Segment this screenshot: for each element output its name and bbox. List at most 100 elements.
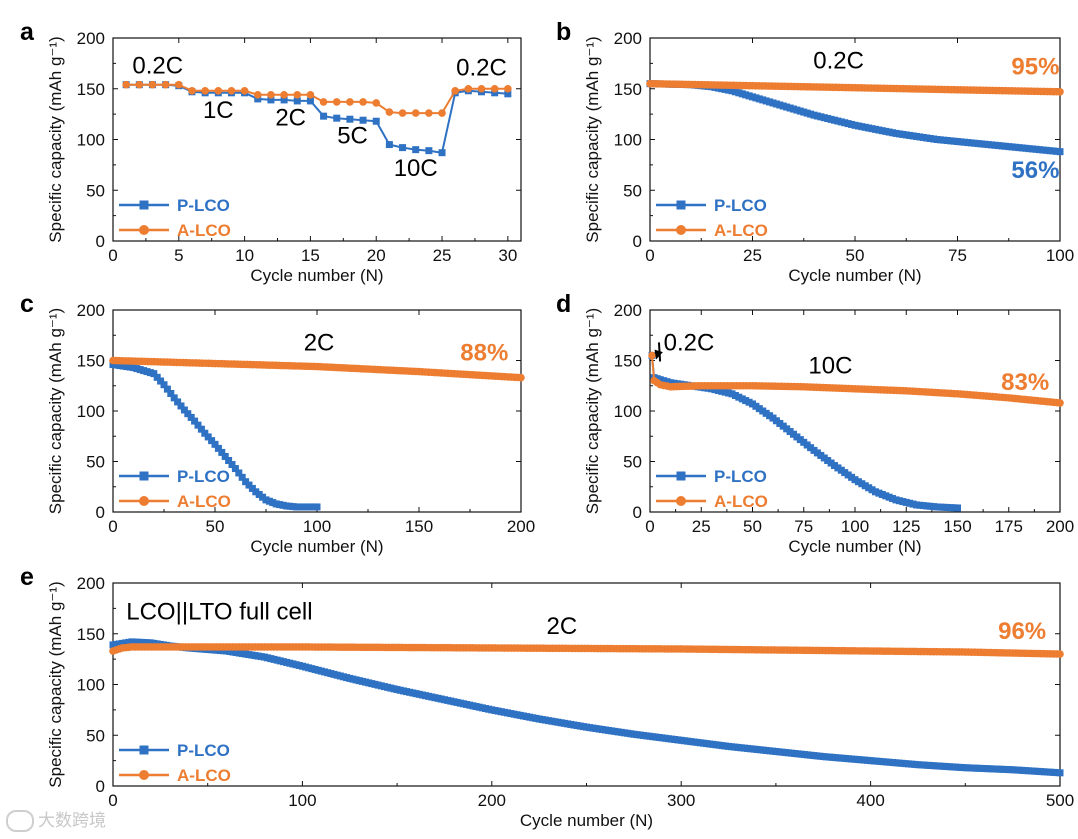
y-tick-label: 50	[623, 453, 642, 472]
x-tick-label: 0	[108, 517, 117, 536]
legend: P-LCO A-LCO	[119, 196, 231, 240]
series-a-lco	[109, 643, 1064, 658]
data-point	[163, 385, 171, 393]
y-tick-label: 100	[614, 131, 642, 150]
x-tick-label: 500	[1046, 791, 1074, 810]
data-point	[175, 80, 183, 89]
data-point	[313, 503, 321, 511]
legend-marker	[139, 770, 149, 780]
retention-label: 95%	[1011, 54, 1059, 81]
data-point	[425, 109, 433, 117]
data-point	[1056, 769, 1064, 777]
data-point	[346, 98, 354, 106]
legend-label: A-LCO	[177, 221, 231, 240]
panel-letter: a	[20, 18, 35, 46]
data-point	[490, 84, 499, 93]
x-tick-label: 25	[743, 246, 762, 265]
annotation: 0.2C	[664, 329, 715, 356]
annotation: 2C	[304, 329, 335, 356]
data-point	[1056, 399, 1064, 407]
legend-label: P-LCO	[177, 741, 230, 760]
data-point	[227, 86, 236, 95]
data-point	[167, 389, 175, 397]
x-tick-label: 200	[1046, 517, 1074, 536]
annotation: 2C	[275, 104, 306, 131]
chart-panel-d: d 0 25 50 75 100 125 150 175 200 0 50 100 150 200 Cycle…	[556, 290, 1074, 556]
data-point	[208, 437, 216, 445]
data-point	[254, 95, 262, 103]
y-axis-label: Specific capacity (mAh g⁻¹)	[46, 581, 65, 787]
data-point	[332, 98, 341, 106]
data-point	[1056, 87, 1064, 96]
data-point	[280, 96, 288, 104]
data-point	[211, 440, 219, 448]
data-point	[293, 97, 301, 105]
x-tick-label: 100	[288, 791, 316, 810]
x-tick-label: 150	[943, 517, 971, 536]
x-tick-label: 300	[667, 791, 695, 810]
annotation: 0.2C	[132, 53, 183, 80]
data-point	[231, 465, 239, 473]
data-point	[157, 377, 165, 385]
legend: P-LCO A-LCO	[119, 467, 231, 511]
legend-label: A-LCO	[177, 492, 231, 511]
legend-marker	[676, 496, 686, 506]
x-tick-label: 200	[507, 517, 535, 536]
data-point	[161, 80, 170, 89]
data-point	[320, 112, 328, 120]
y-tick-label: 100	[77, 676, 105, 695]
x-tick-label: 100	[1046, 246, 1074, 265]
annotation: 5C	[337, 123, 368, 150]
legend-label: P-LCO	[177, 196, 230, 215]
y-tick-label: 0	[633, 503, 642, 522]
data-point	[438, 149, 446, 157]
data-point	[174, 398, 182, 406]
data-point	[188, 86, 196, 95]
data-point	[235, 469, 243, 477]
data-point	[504, 84, 512, 93]
panel-letter: e	[20, 563, 34, 591]
data-point	[214, 444, 222, 452]
x-tick-label: 50	[743, 517, 762, 536]
data-point	[197, 425, 205, 433]
x-tick-label: 25	[692, 517, 711, 536]
data-point	[306, 91, 315, 99]
x-tick-label: 0	[645, 517, 654, 536]
chart-panel-c: c 0 50 100 150 200 0 50 100 150 200 Cycle number (N…	[20, 290, 535, 556]
y-tick-label: 0	[96, 503, 105, 522]
x-tick-label: 125	[892, 517, 920, 536]
x-tick-label: 0	[108, 246, 117, 265]
y-tick-label: 50	[623, 181, 642, 200]
legend-marker	[676, 200, 686, 210]
retention-label: 83%	[1001, 369, 1049, 396]
data-point	[517, 373, 525, 382]
data-point	[648, 351, 656, 360]
data-point	[398, 109, 407, 117]
legend-label: A-LCO	[714, 492, 768, 511]
data-point	[359, 116, 367, 124]
y-tick-label: 200	[77, 301, 105, 320]
data-point	[438, 109, 446, 117]
data-point	[306, 97, 314, 105]
data-point	[280, 91, 288, 99]
y-tick-label: 150	[614, 80, 642, 99]
data-point	[451, 86, 459, 95]
legend: P-LCO A-LCO	[656, 467, 768, 511]
x-tick-label: 50	[846, 246, 865, 265]
y-tick-label: 50	[86, 726, 105, 745]
data-point	[1056, 148, 1064, 156]
data-point	[477, 84, 486, 93]
y-tick-label: 50	[86, 181, 105, 200]
retention-label: 96%	[998, 618, 1046, 645]
data-point	[160, 381, 168, 389]
y-tick-label: 100	[77, 402, 105, 421]
data-point	[180, 406, 188, 414]
y-axis-label: Specific capacity (mAh g⁻¹)	[583, 36, 602, 242]
data-point	[359, 98, 367, 106]
y-tick-label: 150	[77, 352, 105, 371]
x-tick-label: 150	[405, 517, 433, 536]
panel-letter: b	[556, 18, 571, 46]
x-tick-label: 30	[498, 246, 517, 265]
data-point	[153, 373, 161, 381]
